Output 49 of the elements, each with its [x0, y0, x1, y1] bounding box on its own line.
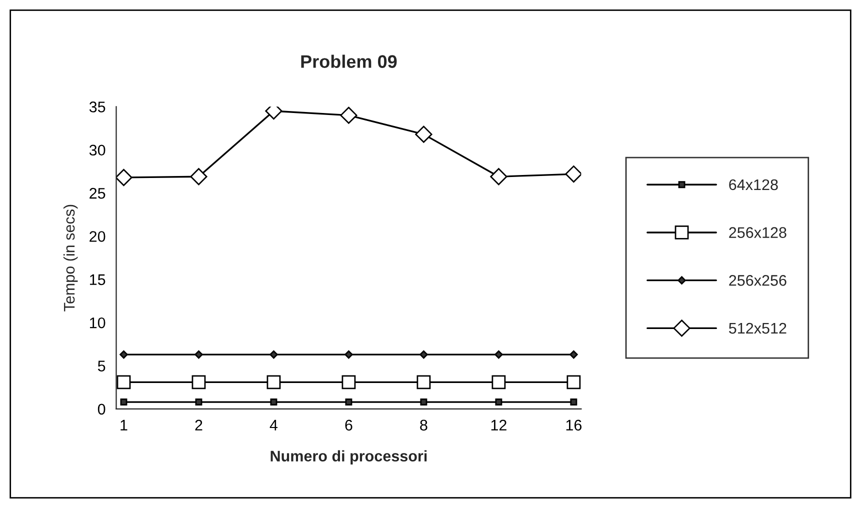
point	[194, 350, 203, 359]
point	[342, 375, 356, 390]
y-axis-title: Tempo (in secs)	[63, 204, 78, 312]
x-tick-label: 1	[120, 420, 128, 430]
point	[190, 168, 208, 186]
y-tick-label: 10	[90, 317, 106, 328]
x-tick-label: 12	[491, 420, 506, 430]
y-tick-label: 35	[89, 102, 106, 112]
point	[490, 168, 508, 186]
x-tick-label: 2	[195, 420, 202, 430]
point	[192, 375, 206, 390]
legend-label: 512x512	[728, 322, 786, 334]
legend-label: 256x256	[729, 275, 786, 286]
point	[270, 398, 278, 406]
x-axis-title: Numero di processori	[270, 450, 427, 465]
point	[270, 350, 278, 359]
y-tick-label: 0	[98, 404, 106, 415]
point	[340, 106, 358, 124]
y-tick-label: 25	[90, 188, 106, 199]
y-tick-label: 5	[98, 360, 106, 372]
point	[565, 165, 582, 183]
x-tick-label: 16	[566, 420, 582, 431]
y-tick-label: 30	[89, 144, 106, 156]
chart-title: Problem 09	[301, 54, 397, 68]
point	[566, 375, 581, 390]
point	[495, 398, 502, 406]
point	[120, 398, 128, 406]
x-tick-label: 6	[345, 420, 352, 431]
point	[420, 350, 428, 359]
x-tick-label: 8	[420, 420, 428, 431]
point	[570, 350, 578, 359]
y-tick-label: 20	[90, 231, 106, 242]
point	[492, 375, 506, 390]
point	[345, 398, 352, 406]
point	[416, 375, 431, 390]
point	[344, 350, 353, 359]
point	[116, 168, 132, 186]
point	[570, 398, 578, 406]
point	[494, 350, 503, 359]
y-tick-label: 15	[90, 274, 106, 286]
point	[120, 350, 128, 359]
x-tick-label: 4	[270, 420, 278, 430]
legend-label: 64x128	[729, 179, 778, 190]
point	[116, 375, 131, 390]
point	[415, 126, 432, 143]
point	[266, 375, 281, 390]
legend-label: 256x128	[729, 227, 786, 238]
point	[420, 398, 428, 406]
point	[195, 398, 202, 406]
